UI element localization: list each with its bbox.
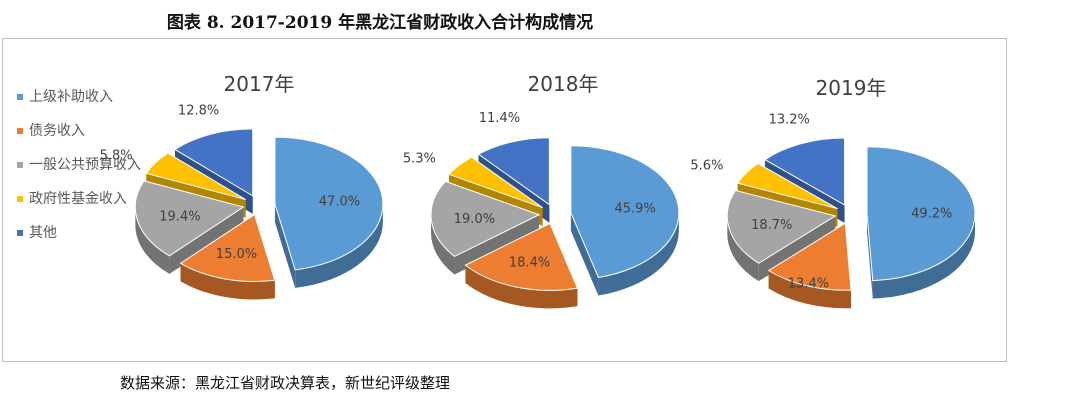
pie-data-label-general-budget: 18.7% — [751, 218, 792, 233]
figure-title: 图表 8. 2017-2019 年黑龙江省财政收入合计构成情况 — [166, 13, 594, 33]
pie-data-label-upper-subsidy: 45.9% — [614, 202, 655, 217]
legend-marker-icon — [17, 94, 23, 100]
legend: 上级补助收入 债务收入 一般公共预算收入 政府性基金收入 其他 — [17, 87, 157, 257]
pie-data-label-debt: 18.4% — [509, 256, 550, 271]
legend-label: 其他 — [29, 225, 57, 241]
pie-slice-rim-upper-subsidy — [872, 213, 975, 299]
pie-slice-wall-upper-subsidy — [274, 204, 296, 288]
legend-marker-icon — [17, 162, 23, 168]
pie-slice-debt — [464, 222, 579, 291]
legend-label: 上级补助收入 — [29, 89, 113, 105]
pie-data-label-other: 12.8% — [178, 103, 219, 118]
chart-frame: 上级补助收入 债务收入 一般公共预算收入 政府性基金收入 其他 2017年 47.… — [2, 38, 1007, 362]
pie-slice-gov-fund — [145, 152, 246, 201]
pie-slice-general-budget — [134, 180, 245, 257]
legend-item-gov-fund: 政府性基金收入 — [17, 189, 157, 209]
pie-slice-rim-debt — [465, 265, 578, 309]
pie-slice-gov-fund — [736, 162, 838, 210]
pie-slice-other — [477, 137, 550, 206]
legend-marker-icon — [17, 230, 23, 236]
pie-slice-general-budget — [430, 180, 541, 258]
pie-data-label-other: 13.2% — [769, 113, 810, 128]
legend-marker-icon — [17, 128, 23, 134]
pie-title-1: 2018年 — [528, 72, 599, 96]
pie-slice-rim-debt — [768, 270, 852, 309]
pie-data-label-other: 11.4% — [479, 111, 520, 126]
pie-data-label-gov-fund: 5.8% — [100, 148, 133, 163]
pie-charts: 2017年 47.0% 15.0% 19.4% 5.8% 12.8% 2018年 45.9% 1… — [100, 72, 976, 309]
pie-data-label-debt: 15.0% — [216, 247, 257, 262]
pie-data-label-debt: 13.4% — [788, 277, 829, 292]
legend-marker-icon — [17, 196, 23, 202]
pie-data-label-gov-fund: 5.6% — [690, 159, 723, 174]
legend-item-debt: 债务收入 — [17, 121, 157, 141]
legend-label: 政府性基金收入 — [29, 191, 127, 207]
legend-item-general-budget: 一般公共预算收入 — [17, 155, 157, 175]
pie-data-label-general-budget: 19.0% — [454, 212, 495, 227]
pie-slice-rim-general-budget — [431, 214, 455, 275]
pie-data-label-upper-subsidy: 47.0% — [319, 194, 360, 209]
pie-slice-rim-general-budget — [727, 215, 759, 282]
pie-slice-debt — [179, 213, 276, 282]
legend-item-other: 其他 — [17, 223, 157, 243]
pie-title-0: 2017年 — [224, 72, 295, 96]
pie-slice-other — [173, 128, 254, 197]
pie-slice-rim-upper-subsidy — [598, 212, 679, 296]
pie-data-label-upper-subsidy: 49.2% — [911, 207, 952, 222]
pie-slice-wall-general-budget — [169, 207, 244, 274]
source-note: 数据来源：黑龙江省财政决算表，新世纪评级整理 — [120, 374, 451, 392]
pie-slice-upper-subsidy — [570, 145, 680, 279]
pie-slice-upper-subsidy — [274, 136, 384, 271]
pie-slice-rim-general-budget — [135, 207, 170, 274]
pie-slice-debt — [767, 222, 852, 291]
pie-slice-rim-debt — [180, 263, 275, 300]
pie-slice-gov-fund — [448, 156, 543, 209]
legend-label: 一般公共预算收入 — [29, 157, 141, 173]
pie-slice-upper-subsidy — [866, 146, 976, 282]
pie-data-label-gov-fund: 5.3% — [403, 151, 436, 166]
pie-slice-rim-upper-subsidy — [295, 204, 383, 288]
legend-label: 债务收入 — [29, 123, 85, 139]
pie-slice-wall-upper-subsidy — [570, 212, 599, 296]
pie-data-label-general-budget: 19.4% — [159, 209, 200, 224]
pie-slice-other — [764, 137, 846, 206]
legend-item-upper-subsidy: 上级补助收入 — [17, 87, 157, 107]
pie-title-2: 2019年 — [816, 76, 887, 100]
pie-slice-general-budget — [726, 189, 837, 264]
